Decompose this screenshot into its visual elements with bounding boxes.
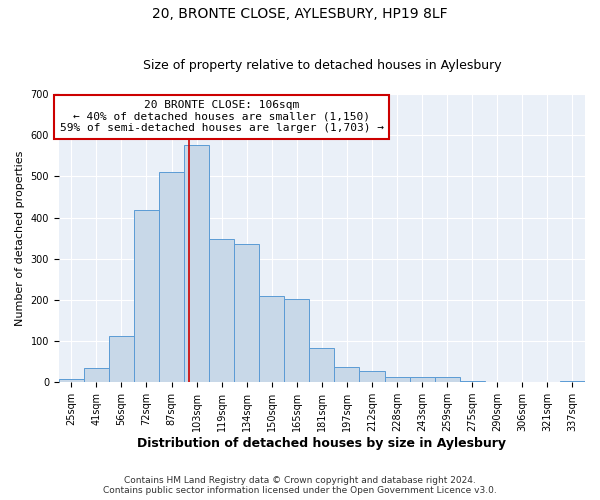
X-axis label: Distribution of detached houses by size in Aylesbury: Distribution of detached houses by size … [137,437,506,450]
Bar [359,371,385,382]
Bar [59,379,84,382]
Bar [234,244,259,382]
Title: Size of property relative to detached houses in Aylesbury: Size of property relative to detached ho… [143,59,501,72]
Bar [134,210,159,382]
Bar [159,172,184,382]
Bar [209,240,234,382]
Text: Contains HM Land Registry data © Crown copyright and database right 2024.
Contai: Contains HM Land Registry data © Crown c… [103,476,497,495]
Bar [310,348,334,382]
Bar [284,298,310,382]
Bar [84,368,109,382]
Bar [184,146,209,382]
Bar [560,381,585,382]
Text: 20 BRONTE CLOSE: 106sqm
← 40% of detached houses are smaller (1,150)
59% of semi: 20 BRONTE CLOSE: 106sqm ← 40% of detache… [59,100,383,134]
Y-axis label: Number of detached properties: Number of detached properties [15,150,25,326]
Bar [334,367,359,382]
Bar [385,377,410,382]
Text: 20, BRONTE CLOSE, AYLESBURY, HP19 8LF: 20, BRONTE CLOSE, AYLESBURY, HP19 8LF [152,8,448,22]
Bar [109,336,134,382]
Bar [410,377,434,382]
Bar [434,377,460,382]
Bar [259,296,284,382]
